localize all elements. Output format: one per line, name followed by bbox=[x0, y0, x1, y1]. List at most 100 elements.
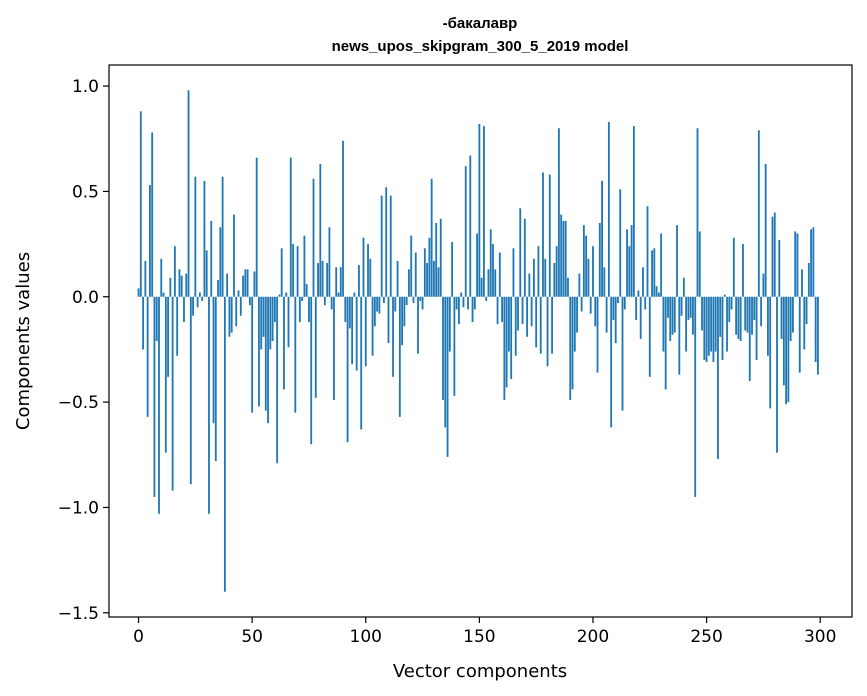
bar bbox=[555, 246, 558, 297]
bar bbox=[794, 231, 797, 297]
bar bbox=[751, 296, 753, 335]
bar bbox=[192, 296, 194, 316]
bar bbox=[746, 296, 749, 333]
bar bbox=[607, 121, 610, 297]
chart-title: -бакалавр bbox=[443, 15, 518, 32]
bar bbox=[767, 296, 769, 356]
bar bbox=[180, 275, 183, 297]
x-tick-label: 300 bbox=[804, 627, 836, 647]
bar bbox=[153, 296, 156, 497]
bar bbox=[171, 296, 174, 491]
bar bbox=[446, 296, 449, 457]
bar bbox=[289, 157, 292, 297]
bar bbox=[464, 166, 467, 297]
bar bbox=[503, 296, 506, 400]
bar bbox=[283, 296, 285, 390]
bar bbox=[744, 296, 747, 331]
bar bbox=[178, 269, 181, 297]
bar bbox=[646, 206, 649, 297]
bar bbox=[212, 296, 215, 424]
x-tick-label: 100 bbox=[350, 627, 382, 647]
bar bbox=[619, 189, 622, 297]
bar bbox=[707, 296, 710, 356]
bar bbox=[146, 296, 149, 417]
bar bbox=[269, 296, 272, 350]
bar bbox=[251, 296, 254, 413]
bar bbox=[507, 296, 510, 352]
bar bbox=[217, 279, 219, 297]
bar bbox=[426, 263, 429, 297]
bar bbox=[255, 157, 258, 297]
bar bbox=[414, 252, 417, 297]
bar bbox=[430, 178, 433, 297]
bar bbox=[714, 296, 717, 352]
bar bbox=[258, 296, 260, 407]
bar bbox=[667, 296, 669, 318]
bar bbox=[498, 252, 501, 297]
bar bbox=[551, 296, 553, 354]
bar bbox=[660, 233, 663, 297]
bar bbox=[632, 126, 635, 297]
bar bbox=[337, 292, 340, 297]
bar bbox=[262, 296, 265, 337]
bar bbox=[535, 296, 538, 348]
bar bbox=[489, 229, 492, 297]
bar bbox=[698, 231, 701, 297]
bar bbox=[662, 296, 665, 352]
bar bbox=[471, 296, 474, 323]
bar bbox=[346, 296, 349, 443]
bar bbox=[639, 296, 642, 339]
bar bbox=[578, 273, 581, 297]
bar bbox=[628, 246, 631, 297]
bar bbox=[517, 296, 519, 331]
bar bbox=[360, 296, 363, 430]
bar bbox=[519, 208, 522, 297]
bar bbox=[621, 296, 624, 411]
bar bbox=[773, 212, 776, 297]
bar bbox=[742, 244, 744, 297]
bar bbox=[439, 218, 442, 297]
bar bbox=[469, 155, 472, 297]
bar bbox=[310, 296, 313, 445]
bar bbox=[576, 296, 578, 333]
bar bbox=[344, 296, 347, 323]
bar bbox=[137, 288, 140, 297]
bar bbox=[748, 296, 751, 382]
bar bbox=[412, 296, 415, 304]
bar bbox=[626, 229, 628, 297]
bar bbox=[601, 180, 603, 297]
bar bbox=[328, 227, 331, 297]
bar bbox=[303, 235, 306, 297]
bar bbox=[410, 235, 413, 297]
bar bbox=[514, 296, 517, 356]
bar bbox=[142, 296, 144, 350]
bar bbox=[610, 296, 613, 428]
bar bbox=[196, 296, 199, 308]
bar bbox=[567, 277, 569, 297]
bar bbox=[228, 296, 231, 337]
bar bbox=[314, 296, 317, 398]
bar bbox=[605, 296, 608, 333]
bar bbox=[389, 195, 392, 297]
bar bbox=[573, 296, 576, 352]
bar bbox=[214, 296, 217, 462]
y-ticks: 1.0 0.5 0.0 −0.5 −1.0 −1.5 bbox=[58, 77, 109, 624]
bar bbox=[787, 296, 790, 403]
bar bbox=[537, 246, 540, 297]
bar bbox=[817, 296, 819, 375]
bar bbox=[548, 174, 551, 297]
bar bbox=[417, 296, 419, 354]
bar bbox=[623, 296, 626, 310]
bar bbox=[421, 296, 424, 310]
bar bbox=[587, 258, 590, 297]
bar bbox=[351, 296, 354, 365]
bar bbox=[653, 248, 656, 297]
bar bbox=[155, 296, 158, 341]
bar bbox=[612, 296, 615, 320]
bar bbox=[458, 296, 460, 325]
bar bbox=[685, 296, 688, 352]
bar bbox=[571, 296, 574, 390]
bar bbox=[321, 260, 324, 297]
bar bbox=[162, 292, 165, 297]
bar bbox=[392, 296, 394, 377]
